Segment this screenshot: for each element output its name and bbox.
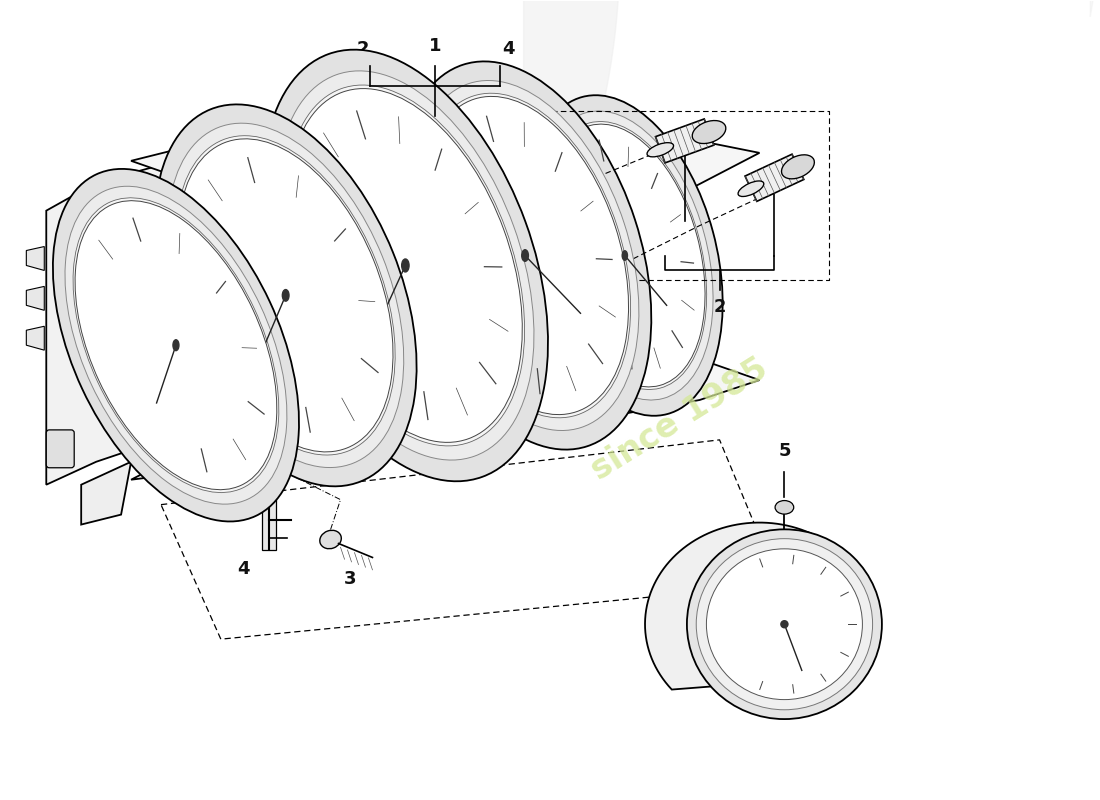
Text: 1: 1 (429, 38, 441, 55)
FancyBboxPatch shape (262, 498, 276, 550)
Ellipse shape (277, 71, 534, 460)
Ellipse shape (780, 620, 789, 629)
Ellipse shape (176, 136, 395, 455)
Ellipse shape (75, 201, 277, 490)
Ellipse shape (421, 97, 628, 414)
Polygon shape (745, 154, 804, 202)
Ellipse shape (402, 259, 409, 272)
Polygon shape (26, 246, 44, 270)
Polygon shape (26, 326, 44, 350)
Ellipse shape (399, 62, 651, 450)
Ellipse shape (692, 121, 726, 143)
Polygon shape (645, 522, 873, 690)
Ellipse shape (263, 50, 548, 482)
Ellipse shape (544, 124, 705, 387)
Polygon shape (46, 161, 176, 485)
Ellipse shape (537, 111, 713, 400)
Polygon shape (865, 0, 1099, 17)
Ellipse shape (521, 250, 528, 262)
Text: 4: 4 (502, 40, 515, 58)
Text: 2: 2 (713, 298, 726, 316)
Ellipse shape (411, 81, 639, 430)
Ellipse shape (706, 549, 862, 700)
Ellipse shape (155, 105, 417, 486)
Ellipse shape (776, 501, 794, 514)
Ellipse shape (53, 169, 299, 522)
Polygon shape (26, 286, 44, 310)
Text: 3: 3 (344, 570, 356, 588)
Ellipse shape (686, 530, 882, 719)
Text: 5: 5 (778, 442, 791, 459)
Ellipse shape (167, 123, 404, 467)
Polygon shape (261, 0, 619, 310)
Ellipse shape (73, 198, 278, 493)
Ellipse shape (781, 155, 814, 179)
Ellipse shape (173, 340, 179, 350)
Ellipse shape (543, 122, 706, 390)
Ellipse shape (647, 142, 673, 157)
Ellipse shape (65, 186, 287, 504)
Text: 2: 2 (356, 40, 369, 58)
Ellipse shape (738, 181, 763, 197)
Ellipse shape (527, 95, 723, 416)
Polygon shape (131, 111, 759, 480)
Ellipse shape (320, 530, 341, 549)
Ellipse shape (419, 94, 630, 418)
Ellipse shape (623, 250, 627, 260)
Ellipse shape (288, 89, 522, 442)
Ellipse shape (286, 85, 525, 446)
Ellipse shape (696, 538, 872, 710)
Polygon shape (656, 119, 714, 163)
Ellipse shape (178, 139, 393, 452)
Text: since 1985: since 1985 (585, 353, 774, 487)
Text: 4: 4 (238, 561, 250, 578)
Ellipse shape (283, 290, 289, 301)
Polygon shape (81, 462, 131, 525)
FancyBboxPatch shape (46, 430, 74, 468)
